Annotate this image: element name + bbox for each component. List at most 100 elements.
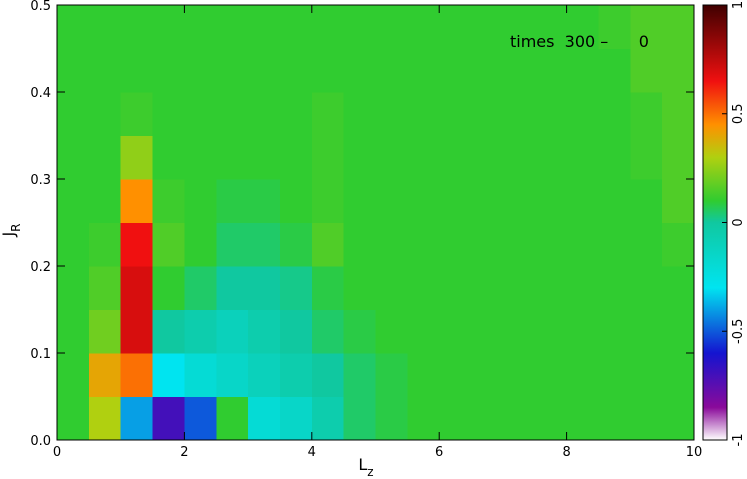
heatmap-cell [120,309,154,354]
heatmap-cell [662,5,695,50]
heatmap-cell [375,309,408,354]
heatmap-cell [502,222,536,267]
heatmap-cell [152,309,185,354]
heatmap-cell [375,48,408,93]
heatmap-cell [311,48,345,93]
x-label-main: L [358,455,367,474]
heatmap-cell [248,353,281,398]
heatmap-cell [502,396,536,441]
heatmap-cell [662,309,695,354]
y-label-main: J [0,232,18,238]
heatmap-cell [566,353,600,398]
heatmap-cell [566,92,600,137]
heatmap-cell [88,396,122,441]
heatmap-cell [534,222,568,267]
heatmap-cell [534,353,568,398]
heatmap-cell [279,353,313,398]
heatmap-cell [120,5,154,50]
heatmap-cell [152,396,185,441]
heatmap-cell [248,309,281,354]
heatmap-cell [279,5,313,50]
heatmap-cell [311,266,345,311]
y-tick-label: 0.1 [30,347,51,362]
heatmap-cell [375,353,408,398]
heatmap-cell [343,266,377,311]
heatmap-cell [216,179,249,224]
heatmap-cell [311,396,345,441]
heatmap-cell [152,353,185,398]
heatmap-cell [375,92,408,137]
heatmap-cells [57,5,695,441]
heatmap-cell [279,92,313,137]
heatmap-cell [88,5,122,50]
heatmap-cell [630,5,663,50]
heatmap-cell [598,92,631,137]
heatmap-cell [216,92,249,137]
heatmap-cell [598,266,631,311]
heatmap-cell [343,222,377,267]
heatmap-cell [407,92,440,137]
heatmap-cell [630,266,663,311]
heatmap-cell [662,353,695,398]
heatmap-cell [407,353,440,398]
heatmap-cell [662,135,695,180]
heatmap-cell [662,396,695,441]
heatmap-cell [184,48,217,93]
heatmap-cell [566,309,600,354]
y-tick-label: 0.2 [30,260,51,275]
heatmap-cell [534,266,568,311]
heatmap-cell [471,353,504,398]
heatmap-cell [630,353,663,398]
heatmap-cell [598,135,631,180]
heatmap-cell [184,309,217,354]
heatmap-cell [598,396,631,441]
heatmap-cell [184,222,217,267]
heatmap-cell [630,309,663,354]
heatmap-cell [471,309,504,354]
x-label-sub: z [367,465,373,479]
y-tick-label: 0.3 [30,173,51,188]
heatmap-cell [439,5,472,50]
heatmap-cell [502,48,536,93]
heatmap-cell [120,222,154,267]
heatmap-cell [534,5,568,50]
heatmap-cell [439,92,472,137]
heatmap-cell [152,48,185,93]
heatmap-cell [407,266,440,311]
x-tick-label: 6 [435,445,443,460]
colorbar-tick-label: 0 [731,218,746,226]
heatmap-cell [439,48,472,93]
colorbar-tick-label: -1 [731,434,746,447]
heatmap-cell [343,5,377,50]
heatmap-cell [630,48,663,93]
heatmap-cell [311,353,345,398]
heatmap-cell [439,266,472,311]
y-label-sub: R [9,223,23,231]
heatmap-cell [343,309,377,354]
heatmap-cell [311,222,345,267]
heatmap-cell [534,92,568,137]
heatmap-cell [216,396,249,441]
heatmap-cell [407,48,440,93]
heatmap-cell [57,353,90,398]
colorbar-tick-label: 0.5 [731,103,746,124]
x-axis-label: Lz [358,455,373,479]
heatmap-cell [248,179,281,224]
heatmap-cell [471,266,504,311]
heatmap-cell [662,222,695,267]
heatmap-cell [152,222,185,267]
heatmap-cell [57,266,90,311]
heatmap-cell [471,396,504,441]
heatmap-cell [471,48,504,93]
heatmap-cell [184,135,217,180]
heatmap-cell [57,179,90,224]
x-tick-label: 0 [53,445,61,460]
heatmap-cell [471,222,504,267]
heatmap-cell [375,135,408,180]
heatmap-cell [88,179,122,224]
heatmap-cell [279,179,313,224]
heatmap-cell [502,266,536,311]
heatmap-cell [184,396,217,441]
heatmap-cell [566,135,600,180]
y-tick-label: 0.5 [30,0,51,14]
